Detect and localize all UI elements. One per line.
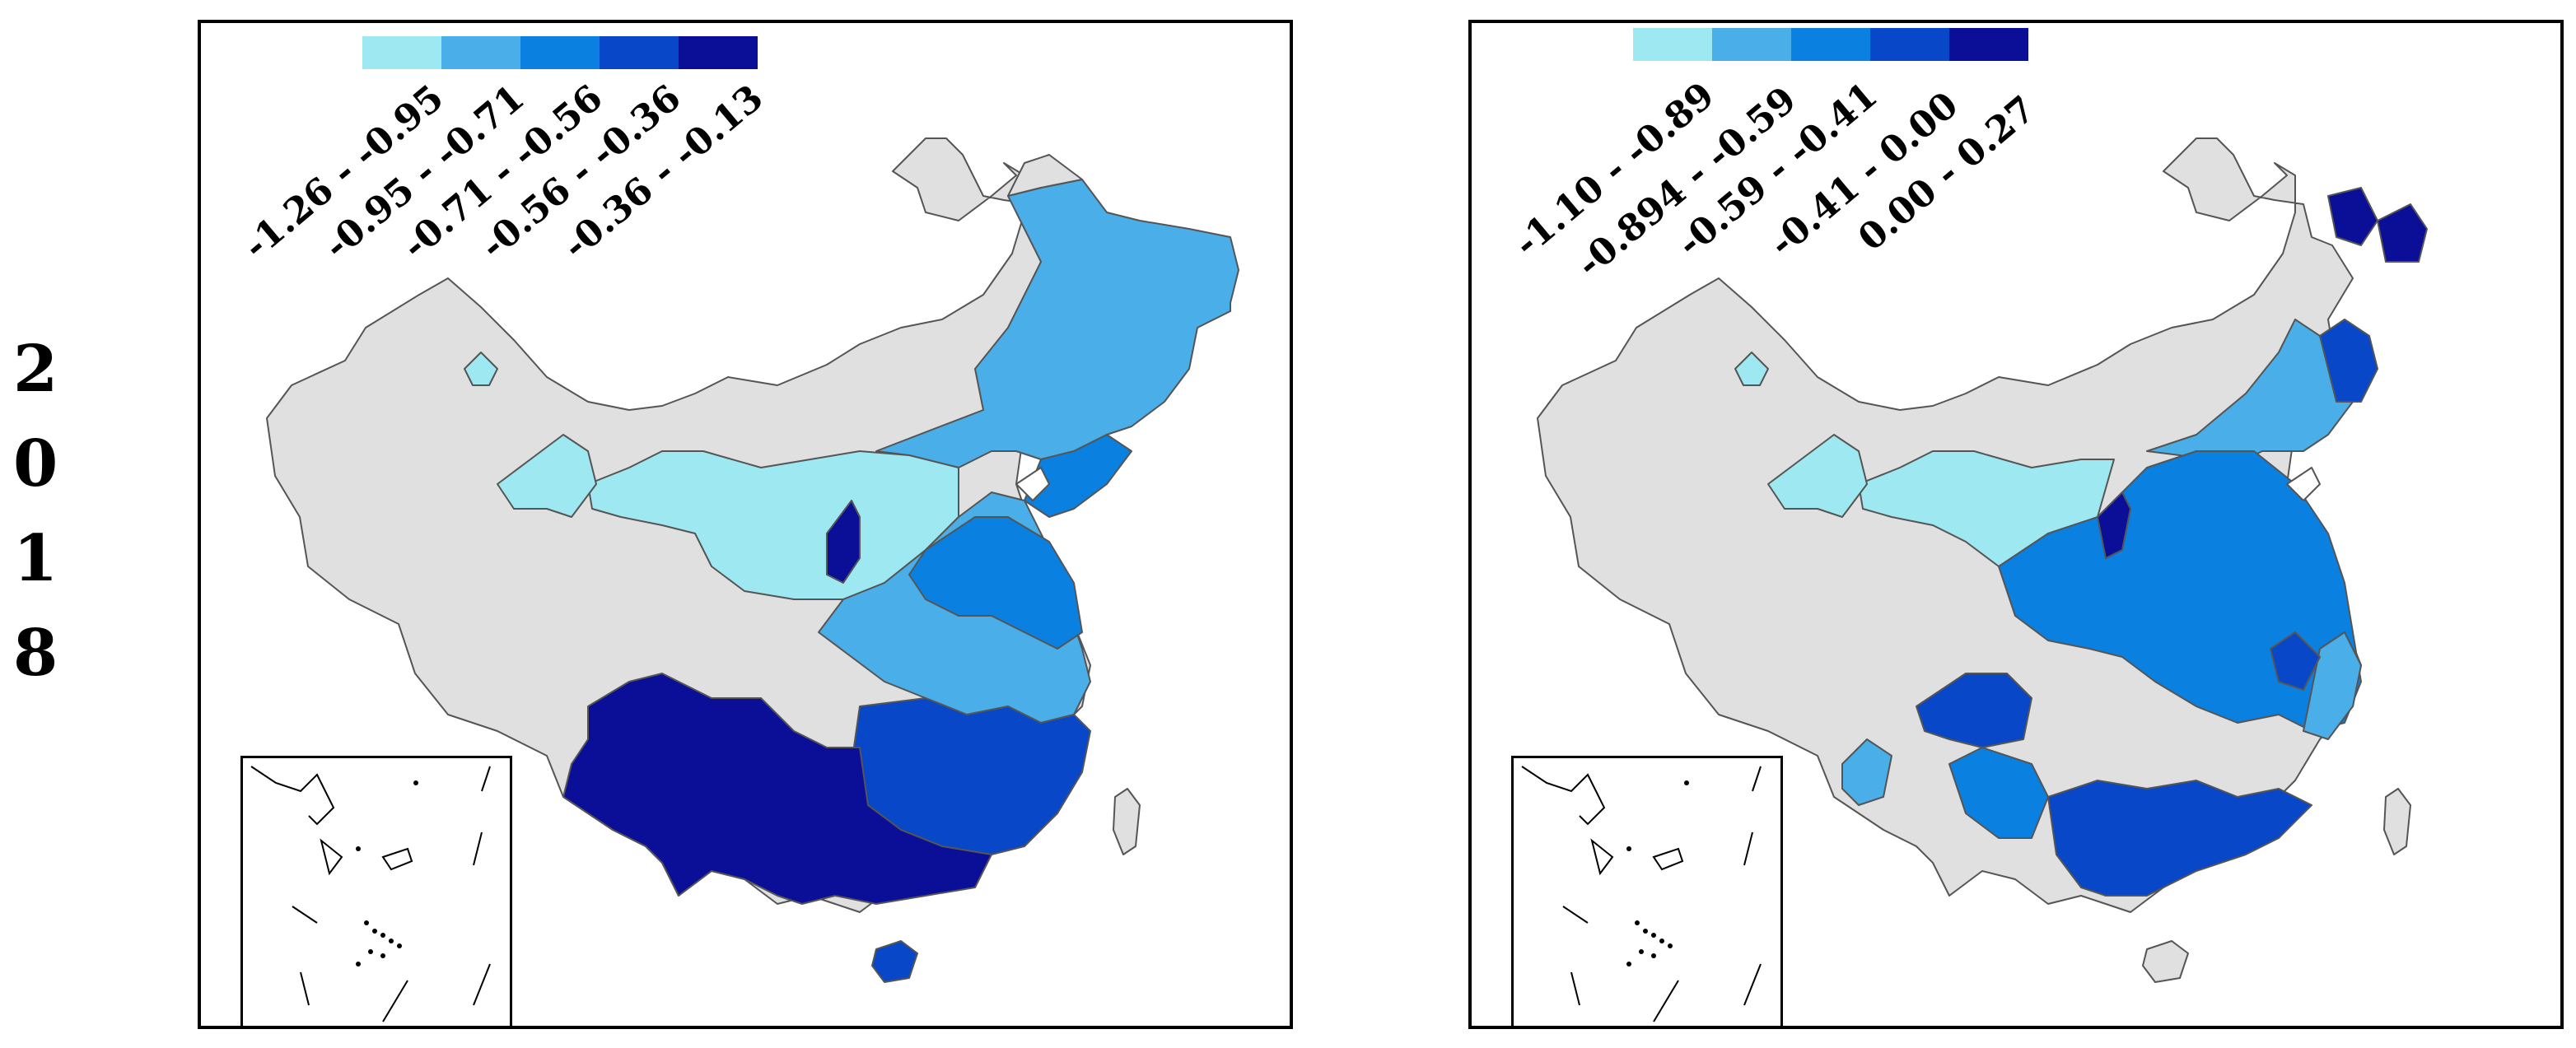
- china-map: [266, 137, 1239, 983]
- region-west-light: [497, 434, 597, 518]
- legend-swatch-5: [679, 36, 758, 69]
- lake: [464, 352, 498, 386]
- region-north-dark: [826, 500, 861, 584]
- legend-swatch-4: [1870, 28, 1949, 61]
- lake: [1734, 352, 1769, 386]
- legend-swatch-3: [1791, 28, 1870, 61]
- legend-swatch-2: [441, 36, 520, 69]
- region-south: [2047, 780, 2312, 897]
- year-digit: 2: [13, 332, 58, 407]
- legend-swatch-1: [362, 36, 441, 69]
- region-taiwan: [2383, 788, 2411, 855]
- year-label: 2 0 1 8: [0, 0, 66, 1048]
- south-china-sea-inset: [240, 756, 512, 1026]
- region-north-tip: [1007, 154, 1083, 197]
- legend-swatch-2: [1712, 28, 1791, 61]
- lake: [1015, 467, 1050, 501]
- legend-swatch-3: [520, 36, 600, 69]
- region-north-dark: [2097, 491, 2131, 559]
- region-southwest: [562, 673, 992, 905]
- region-hainan: [871, 940, 918, 983]
- china-map: [1537, 137, 2428, 983]
- region-taiwan: [1113, 788, 1141, 855]
- region-coast-northeast: [1024, 434, 1132, 518]
- legend-swatch-5: [1949, 28, 2028, 61]
- legend-swatch-1: [1633, 28, 1712, 61]
- year-digit: 8: [13, 616, 58, 691]
- map-panel-right: -1.10 - -0.89 -0.894 - -0.59 -0.59 - -0.…: [1468, 20, 2564, 1029]
- region-hainan: [2142, 940, 2189, 983]
- inset-map: [250, 766, 491, 1022]
- region-northeast-dark: [2327, 187, 2378, 246]
- region-southwest: [1948, 747, 2049, 839]
- legend-color-bar: [362, 36, 758, 69]
- region-west-mid: [1841, 738, 1892, 806]
- region-west-light: [1767, 434, 1868, 518]
- map-panel-left: -1.26 - -0.95 -0.95 - -0.71 -0.71 - -0.5…: [198, 20, 1293, 1029]
- year-digit: 0: [13, 426, 58, 501]
- region-northeast-dark: [2377, 203, 2428, 263]
- region-central-mid: [908, 516, 1083, 650]
- legend-color-bar: [1633, 28, 2028, 61]
- inset-map: [1521, 766, 1762, 1022]
- region-west-deep: [1916, 673, 2032, 748]
- south-china-sea-inset: [1511, 756, 1783, 1026]
- region-east-deep: [2270, 631, 2321, 691]
- region-northeast-deep: [2319, 319, 2378, 403]
- legend-swatch-4: [600, 36, 679, 69]
- year-digit: 1: [13, 521, 58, 596]
- lake: [2286, 467, 2321, 501]
